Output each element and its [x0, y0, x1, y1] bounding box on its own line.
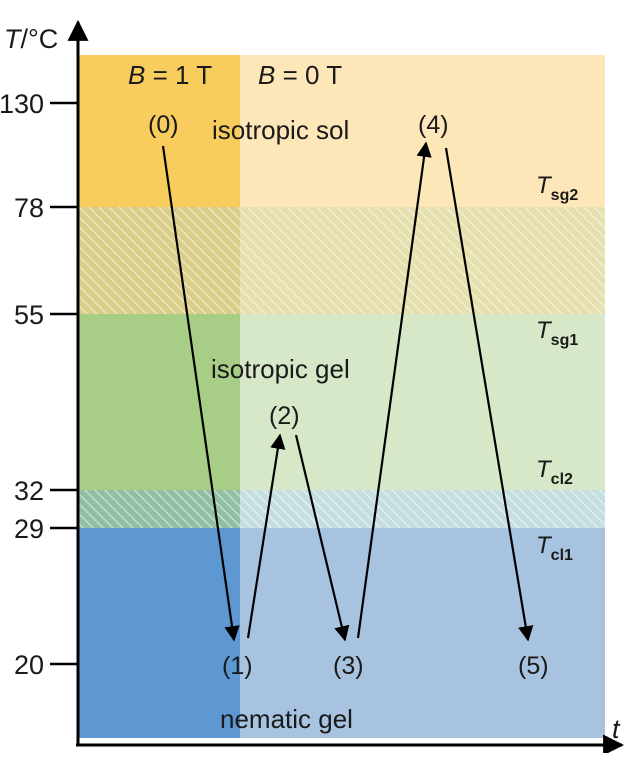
field-off-value: = 0 T: [275, 60, 342, 90]
field-off-var: B: [258, 60, 275, 90]
arrow-0-to-1: [161, 145, 240, 642]
region-gel-nofield: [240, 314, 605, 490]
y-tick-label-130: 130: [0, 89, 44, 119]
region-label-nematic-gel: nematic gel: [220, 704, 353, 734]
state-label-1: (1): [222, 652, 253, 680]
state-label-3: (3): [333, 652, 364, 680]
y-axis-label-var: T: [4, 24, 23, 54]
arrow-4-to-5: [444, 147, 534, 642]
region-nematic-nofield: [240, 528, 605, 738]
region-label-isotropic-gel: isotropic gel: [211, 354, 350, 384]
region-label-isotropic-sol: isotropic sol: [212, 115, 349, 145]
field-on-var: B: [128, 60, 145, 90]
transition-label-cl2: Tcl2: [536, 456, 573, 488]
field-on-value: = 1 T: [145, 60, 212, 90]
state-label-2: (2): [269, 402, 300, 430]
y-axis-label-unit: /°C: [21, 24, 59, 54]
transition-label-sg2: Tsg2: [536, 172, 578, 204]
region-gel-field: [78, 314, 240, 490]
region-sol-nofield: [240, 55, 605, 207]
y-tick-label-29: 29: [14, 514, 44, 544]
hatch-band-low: [78, 490, 605, 528]
state-label-5: (5): [518, 652, 549, 680]
hatch-band-high: [78, 207, 605, 314]
transition-label-sg1: Tsg1: [536, 317, 578, 349]
y-tick-label-78: 78: [14, 193, 44, 223]
y-tick-label-55: 55: [14, 300, 44, 330]
region-sol-field: [78, 55, 240, 207]
region-nematic-field: [78, 528, 240, 738]
field-label-off: B = 0 T: [258, 60, 342, 90]
field-label-on: B = 1 T: [128, 60, 212, 90]
state-label-0: (0): [148, 111, 179, 139]
y-axis-label: T/°C: [4, 24, 58, 54]
arrow-2-to-3: [294, 434, 350, 642]
transition-label-cl1: Tcl1: [536, 532, 573, 564]
arrow-1-to-2: [246, 433, 286, 639]
y-tick-label-32: 32: [14, 476, 44, 506]
arrow-3-to-4: [356, 141, 432, 639]
y-tick-label-20: 20: [14, 650, 44, 680]
state-label-4: (4): [418, 111, 449, 139]
x-axis-label: t: [612, 714, 621, 744]
